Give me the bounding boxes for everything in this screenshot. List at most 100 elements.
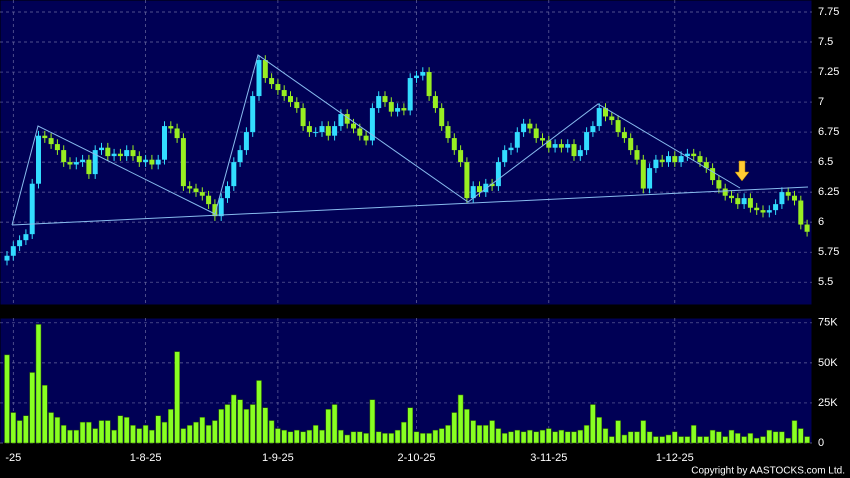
volume-bar	[136, 428, 143, 444]
candle-body	[212, 204, 218, 217]
volume-bar	[331, 404, 338, 444]
volume-bar	[772, 431, 779, 444]
volume-bar	[123, 417, 130, 444]
volume-bar	[508, 431, 514, 444]
volume-bar	[199, 417, 206, 444]
candle-body	[363, 135, 369, 141]
candle-body	[710, 168, 716, 181]
candle-body	[747, 198, 753, 208]
volume-bar	[86, 421, 92, 444]
volume-bar	[142, 425, 149, 444]
volume-bar	[369, 399, 376, 444]
y-tick-label: 5.5	[818, 276, 833, 288]
volume-bar	[338, 429, 344, 444]
candle-body	[773, 204, 779, 211]
candle-body	[634, 150, 640, 160]
x-tick-label: 2-10-25	[398, 452, 436, 464]
candle-body	[546, 140, 552, 148]
candle-body	[621, 132, 627, 139]
volume-bar	[231, 394, 237, 444]
candle-body	[514, 132, 520, 148]
candle-body	[130, 150, 136, 157]
volume-bar	[476, 425, 483, 444]
volume-bar	[766, 429, 773, 444]
candle-body	[558, 144, 564, 148]
volume-bar	[79, 421, 86, 444]
x-tick-label: -25	[5, 452, 21, 464]
volume-bar	[350, 431, 357, 444]
candle-body	[92, 150, 98, 175]
volume-bar	[60, 425, 67, 444]
candle-body	[508, 147, 514, 151]
volume-bar	[48, 412, 54, 444]
volume-bar	[564, 431, 571, 444]
candle-body	[313, 132, 319, 134]
volume-bar	[634, 431, 640, 444]
candle-body	[407, 78, 413, 111]
candle-body	[489, 183, 495, 187]
volume-bar	[357, 431, 363, 444]
volume-bar	[539, 429, 546, 444]
candle-body	[521, 123, 527, 133]
candle-body	[17, 240, 23, 247]
y-tick-label: 7.5	[818, 36, 833, 48]
volume-bar	[325, 409, 332, 444]
candle-body	[61, 150, 67, 163]
candle-body	[256, 60, 262, 97]
candle-body	[615, 120, 621, 133]
volume-bar	[665, 434, 672, 444]
volume-bar	[703, 436, 710, 444]
volume-bar	[602, 428, 609, 444]
volume-bar	[92, 428, 98, 444]
volume-bar	[583, 425, 590, 444]
volume-bar	[117, 415, 124, 444]
volume-bar	[590, 404, 596, 444]
volume-bar	[180, 428, 187, 444]
volume-bar	[728, 429, 735, 444]
candle-body	[388, 102, 394, 112]
candle-body	[540, 138, 545, 141]
candle-body	[225, 186, 230, 199]
candle-body	[338, 114, 344, 127]
candle-body	[697, 156, 703, 163]
candle-body	[29, 183, 35, 235]
volume-bar	[697, 436, 703, 444]
volume-bar	[268, 420, 275, 444]
y-tick-label: 7.25	[818, 66, 839, 78]
candle-body	[666, 156, 671, 163]
candle-body	[180, 138, 186, 187]
volume-bar	[735, 433, 741, 444]
candle-body	[483, 183, 489, 193]
volume-bar	[489, 420, 495, 444]
volume-bar	[413, 431, 420, 444]
candle-body	[414, 75, 419, 79]
candle-body	[86, 159, 92, 175]
candle-body	[319, 126, 325, 133]
candle-body	[281, 90, 287, 97]
volume-bar	[130, 425, 136, 444]
volume-bar	[747, 433, 754, 444]
candle-body	[80, 159, 86, 163]
volume-bar	[438, 428, 445, 444]
volume-bar	[224, 404, 231, 444]
candle-body	[464, 162, 470, 199]
candle-body	[382, 96, 388, 103]
volume-bar	[16, 420, 23, 444]
volume-bar	[709, 429, 716, 444]
candle-body	[269, 78, 275, 85]
candle-body	[344, 114, 350, 124]
volume-bar	[457, 394, 464, 444]
volume-bar	[684, 436, 691, 444]
candle-body	[577, 150, 583, 157]
volume-bar	[4, 354, 10, 444]
candle-body	[149, 159, 155, 165]
candle-body	[369, 108, 375, 141]
y-tick-label: 6.75	[818, 126, 839, 138]
volume-bar	[319, 429, 325, 444]
candle-body	[174, 128, 180, 139]
candle-body	[439, 108, 445, 127]
volume-bar	[401, 421, 407, 444]
candle-body	[451, 138, 457, 151]
